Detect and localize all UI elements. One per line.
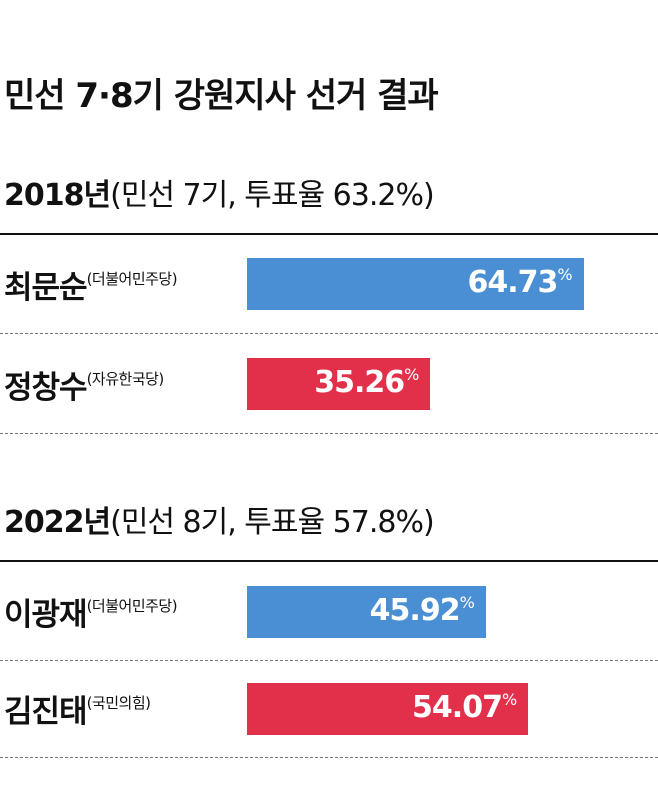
- section-year: 2018년: [4, 178, 111, 213]
- row-divider: [0, 333, 658, 334]
- candidate-label: 김진태(국민의힘): [4, 686, 151, 731]
- row-divider: [0, 660, 658, 661]
- candidate-label: 최문순(더불어민주당): [4, 262, 178, 307]
- section-heading-2018: 2018년(민선 7기, 투표율 63.2%): [4, 170, 435, 214]
- section-year: 2022년: [4, 505, 111, 540]
- vote-value-label: 35.26%: [314, 365, 419, 400]
- row-divider: [0, 757, 658, 758]
- candidate-name: 이광재: [4, 597, 88, 633]
- candidate-party: (더불어민주당): [86, 270, 178, 288]
- section-meta: (민선 7기, 투표율 63.2%): [110, 178, 435, 213]
- vote-value-label: 64.73%: [467, 265, 572, 300]
- row-divider: [0, 433, 658, 434]
- section-rule: [0, 233, 658, 235]
- vote-bar: 35.26%: [247, 358, 431, 410]
- candidate-name: 최문순: [4, 270, 88, 306]
- candidate-label: 이광재(더불어민주당): [4, 589, 178, 634]
- section-heading-2022: 2022년(민선 8기, 투표율 57.8%): [4, 497, 435, 541]
- vote-value-label: 45.92%: [369, 593, 475, 628]
- vote-bar: 54.07%: [247, 683, 529, 735]
- candidate-party: (더불어민주당): [86, 597, 178, 615]
- chart-title: 민선 7·8기 강원지사 선거 결과: [4, 76, 439, 116]
- vote-bar: 45.92%: [247, 586, 486, 638]
- candidate-party: (자유한국당): [86, 370, 165, 388]
- candidate-party: (국민의힘): [86, 694, 151, 712]
- vote-bar: 64.73%: [247, 258, 584, 310]
- section-meta: (민선 8기, 투표율 57.8%): [110, 505, 435, 540]
- candidate-label: 정창수(자유한국당): [4, 362, 164, 407]
- vote-value-label: 54.07%: [412, 690, 517, 725]
- candidate-name: 정창수: [4, 370, 88, 406]
- candidate-name: 김진태: [4, 694, 88, 730]
- section-rule: [0, 560, 658, 562]
